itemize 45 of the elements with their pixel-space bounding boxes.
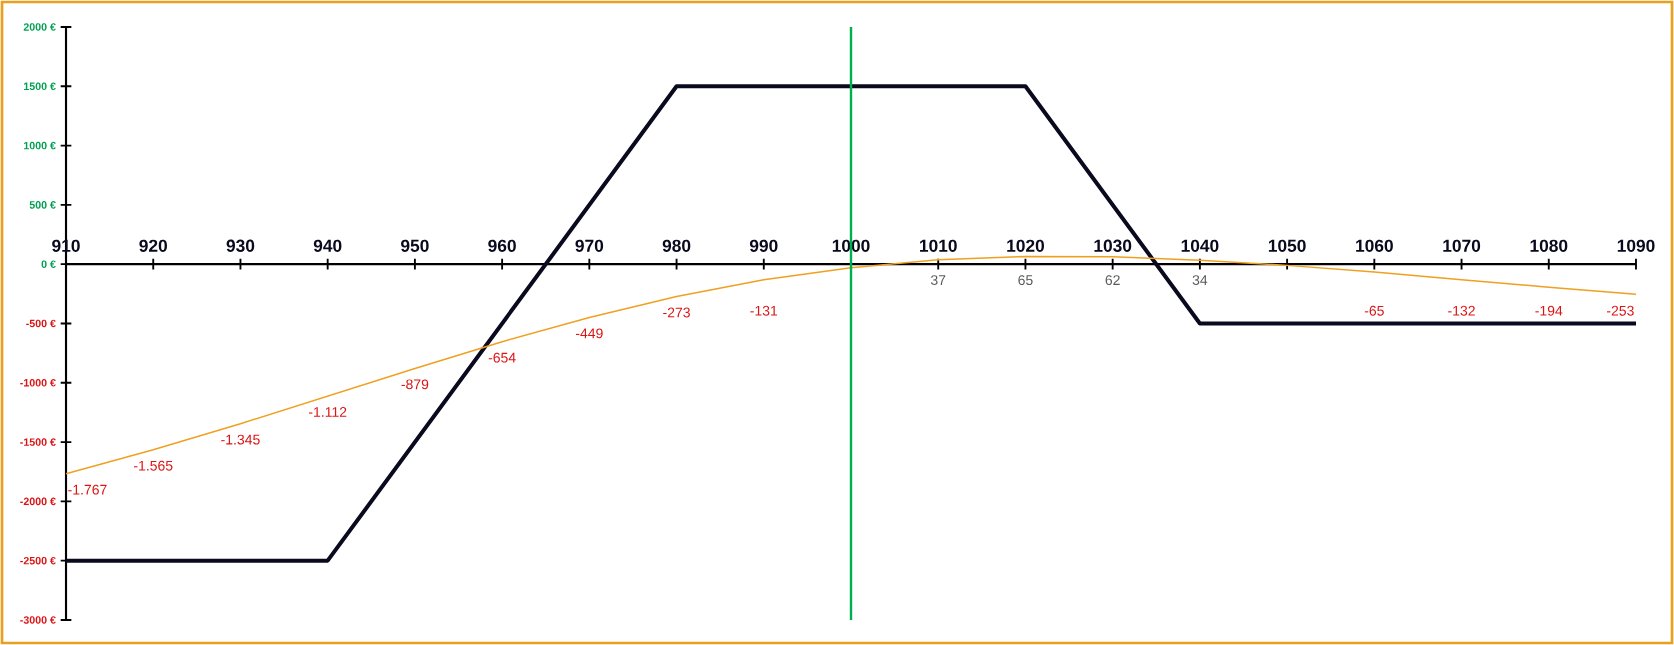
data-label: -1.565 — [134, 460, 173, 471]
y-tick-label: -3000 € — [20, 616, 56, 624]
x-tick-label: 1080 — [1530, 239, 1568, 252]
data-label: -131 — [750, 305, 778, 316]
x-tick-label: 950 — [401, 239, 429, 252]
y-tick-label: 2000 € — [23, 23, 56, 31]
x-tick-label: 940 — [313, 239, 342, 252]
y-tick-label: 500 € — [29, 201, 56, 209]
x-tick-label: 1040 — [1181, 239, 1219, 252]
data-label: -1.767 — [68, 484, 107, 495]
y-tick-label: 1500 € — [24, 82, 56, 91]
x-tick-label: 1060 — [1356, 239, 1393, 252]
data-label: -253 — [1607, 305, 1634, 316]
x-tick-label: 990 — [749, 239, 778, 252]
x-tick-label: 920 — [139, 239, 167, 252]
data-label: 37 — [930, 275, 946, 286]
y-tick-label: -2500 € — [20, 556, 56, 565]
y-tick-label: 1000 € — [24, 141, 56, 150]
data-label: 34 — [1192, 275, 1208, 286]
x-tick-label: 930 — [226, 239, 255, 252]
x-tick-label: 1020 — [1007, 239, 1044, 252]
x-tick-label: 1050 — [1268, 239, 1306, 252]
data-label: -273 — [663, 307, 690, 318]
x-tick-label: 1070 — [1443, 239, 1481, 252]
data-label: -654 — [488, 352, 516, 363]
x-tick-label: 1090 — [1617, 239, 1655, 252]
x-tick-label: 970 — [575, 239, 604, 252]
data-label: 62 — [1105, 275, 1120, 286]
y-tick-label: -500 € — [26, 319, 56, 328]
data-label: -1.345 — [221, 434, 260, 445]
data-label: -449 — [575, 328, 603, 339]
data-label: -65 — [1364, 305, 1384, 316]
x-tick-label: 1030 — [1094, 239, 1132, 252]
x-tick-label: 960 — [488, 239, 516, 252]
y-tick-label: 0 € — [41, 260, 56, 268]
data-label: -879 — [401, 379, 429, 390]
y-tick-label: -2000 € — [20, 497, 56, 506]
data-label: 65 — [1018, 275, 1033, 286]
data-label: -132 — [1448, 305, 1475, 316]
y-tick-label: -1500 € — [20, 438, 56, 446]
x-tick-label: 980 — [662, 239, 691, 252]
x-tick-label: 1010 — [920, 239, 957, 252]
data-label: -194 — [1535, 305, 1563, 316]
data-label: -1.112 — [308, 407, 347, 417]
y-tick-label: -1000 € — [20, 379, 56, 387]
